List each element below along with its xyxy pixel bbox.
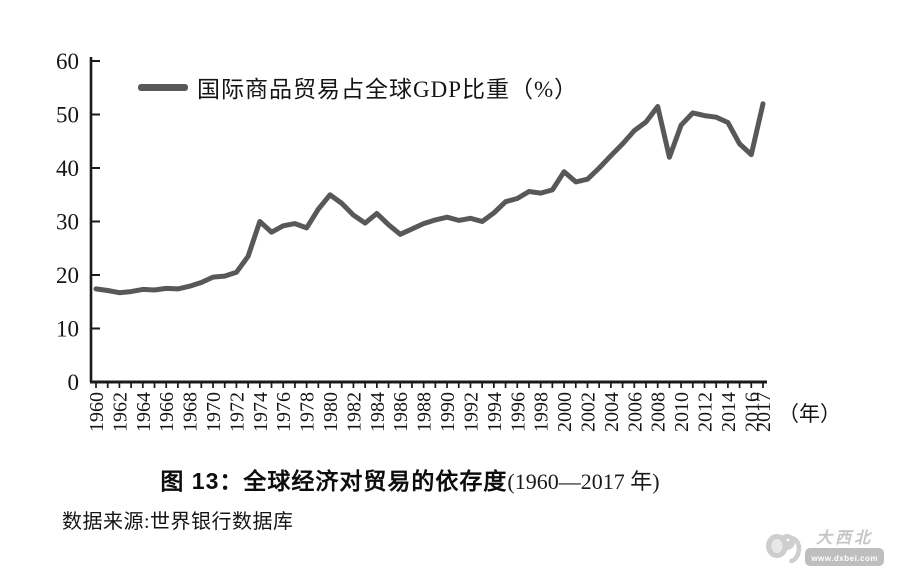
watermark-brand: 大西北 bbox=[816, 529, 874, 547]
x-tick-label: 2014 bbox=[718, 392, 740, 432]
x-tick-label: 2010 bbox=[671, 392, 693, 432]
x-tick-label: 1982 bbox=[343, 392, 365, 432]
x-tick-label: 1976 bbox=[273, 392, 295, 432]
x-tick-label: 1994 bbox=[484, 392, 506, 432]
legend-line-swatch bbox=[138, 83, 188, 91]
x-tick-label: 1984 bbox=[367, 392, 389, 432]
figure-caption-title: 图 13：全球经济对贸易的依存度 bbox=[160, 468, 508, 494]
x-tick-label: 1998 bbox=[531, 392, 553, 432]
x-tick-label: 1996 bbox=[507, 392, 529, 432]
x-tick-label: 1970 bbox=[203, 392, 225, 432]
x-tick-label: 1972 bbox=[226, 392, 248, 432]
x-tick-label: 1980 bbox=[320, 392, 342, 432]
data-source-note: 数据来源:世界银行数据库 bbox=[62, 511, 294, 533]
watermark-text-block: 大西北 www.dxbei.com bbox=[805, 529, 884, 566]
x-tick-label: 2002 bbox=[578, 392, 600, 432]
x-tick-label: 2016 bbox=[741, 392, 763, 432]
y-tick-label: 10 bbox=[56, 317, 79, 342]
x-tick-label: 2017 bbox=[753, 392, 775, 432]
x-tick-label: 1962 bbox=[109, 392, 131, 432]
site-watermark: 大西北 www.dxbei.com bbox=[764, 530, 884, 566]
x-axis-unit-label: （年） bbox=[778, 402, 841, 426]
y-tick-label: 60 bbox=[56, 49, 79, 74]
x-tick-label: 2008 bbox=[648, 392, 670, 432]
y-tick-label: 30 bbox=[56, 210, 79, 235]
x-tick-label: 1986 bbox=[390, 392, 412, 432]
x-tick-label: 2004 bbox=[601, 392, 623, 432]
x-tick-label: 1964 bbox=[133, 392, 155, 432]
x-tick-label: 1974 bbox=[250, 392, 272, 432]
elephant-icon bbox=[766, 534, 802, 564]
x-tick-label: 2012 bbox=[695, 392, 717, 432]
y-tick-label: 40 bbox=[56, 156, 79, 181]
x-tick-label: 2000 bbox=[554, 392, 576, 432]
chart-legend: 国际商品贸易占全球GDP比重（%） bbox=[138, 73, 579, 102]
figure-caption: 图 13：全球经济对贸易的依存度(1960—2017 年) bbox=[0, 462, 820, 496]
x-tick-label: 1978 bbox=[297, 392, 319, 432]
y-tick-label: 0 bbox=[68, 370, 80, 395]
y-tick-label: 50 bbox=[56, 103, 79, 128]
x-tick-label: 1992 bbox=[461, 392, 483, 432]
trade-share-data-line bbox=[93, 101, 766, 296]
y-tick-label: 20 bbox=[56, 263, 79, 288]
x-tick-label: 1960 bbox=[86, 392, 108, 432]
x-tick-label: 1966 bbox=[156, 392, 178, 432]
x-tick-label: 2006 bbox=[624, 392, 646, 432]
x-tick-label: 1988 bbox=[414, 392, 436, 432]
x-tick-label: 1990 bbox=[437, 392, 459, 432]
legend-series-label: 国际商品贸易占全球GDP比重（%） bbox=[197, 77, 579, 102]
watermark-url: www.dxbei.com bbox=[811, 553, 878, 563]
watermark-url-bar: www.dxbei.com bbox=[805, 547, 884, 566]
x-tick-label: 1968 bbox=[180, 392, 202, 432]
figure-caption-year-range: (1960—2017 年) bbox=[507, 469, 660, 494]
